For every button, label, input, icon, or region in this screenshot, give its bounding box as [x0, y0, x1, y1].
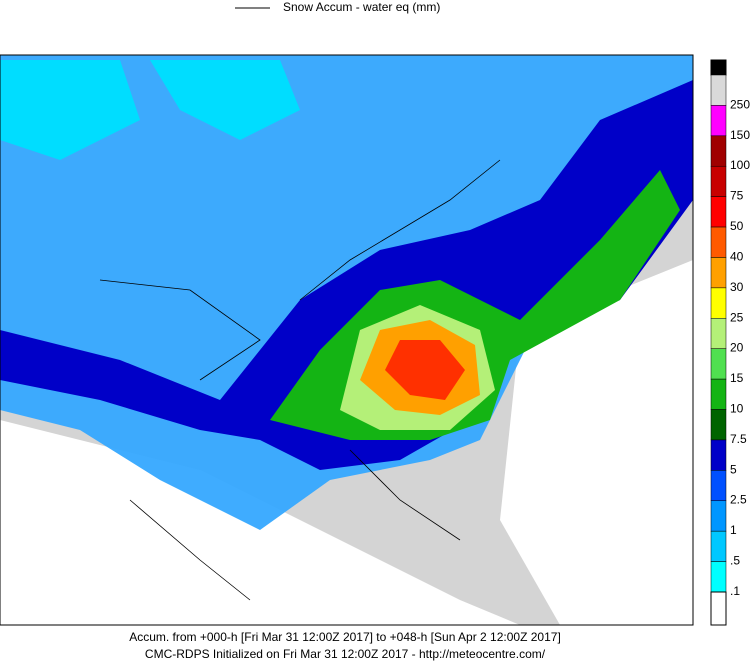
precip-cyan	[0, 60, 300, 160]
colorbar-label: 75	[730, 189, 744, 203]
colorbar-box	[710, 196, 727, 228]
colorbar: 250 150 100 75 50 40 30 25 20 15 10 7.5 5 2.5 1 .5 .1	[710, 74, 750, 598]
colorbar-box	[710, 470, 727, 502]
colorbar-box	[710, 165, 727, 197]
colorbar-box	[710, 287, 727, 319]
colorbar-box	[710, 561, 727, 593]
colorbar-label: 250	[730, 97, 750, 111]
ocean	[500, 260, 693, 625]
colorbar-label: 1	[730, 523, 737, 537]
precip-red	[385, 340, 465, 400]
borders	[99, 159, 501, 601]
map	[0, 54, 694, 626]
colorbar-label: .1	[730, 584, 740, 598]
colorbar-label: .5	[730, 554, 740, 568]
colorbar-label: 25	[730, 310, 744, 324]
colorbar-label: 50	[730, 219, 744, 233]
colorbar-box	[710, 318, 727, 349]
precip-blue	[0, 80, 693, 470]
footer-line1: Accum. from +000-h [Fri Mar 31 12:00Z 20…	[129, 630, 561, 644]
colorbar-box	[710, 439, 727, 471]
colorbar-box	[710, 409, 727, 441]
colorbar-box	[710, 135, 727, 167]
colorbar-label: 15	[730, 371, 744, 385]
colorbar-label: 5	[730, 462, 737, 476]
colorbar-box	[710, 348, 727, 380]
colorbar-box	[710, 257, 727, 289]
colorbar-label: 20	[730, 341, 744, 355]
colorbar-label: 10	[730, 401, 744, 415]
colorbar-box	[710, 378, 727, 410]
colorbar-bottom	[710, 591, 727, 626]
colorbar-label: 40	[730, 249, 744, 263]
colorbar-box	[710, 500, 727, 532]
colorbar-top	[710, 59, 727, 76]
map-frame	[0, 54, 694, 626]
colorbar-label: 100	[730, 158, 750, 172]
colorbar-label: 30	[730, 280, 744, 294]
colorbar-box	[710, 105, 727, 137]
colorbar-label: 150	[730, 128, 750, 142]
colorbar-label: 2.5	[730, 493, 747, 507]
footer-line2: CMC-RDPS Initialized on Fri Mar 31 12:00…	[145, 647, 546, 661]
colorbar-label: 7.5	[730, 432, 747, 446]
colorbar-box	[710, 226, 727, 258]
colorbar-box	[710, 74, 727, 106]
colorbar-box	[710, 530, 727, 562]
title: Snow Accum - water eq (mm)	[283, 0, 440, 14]
